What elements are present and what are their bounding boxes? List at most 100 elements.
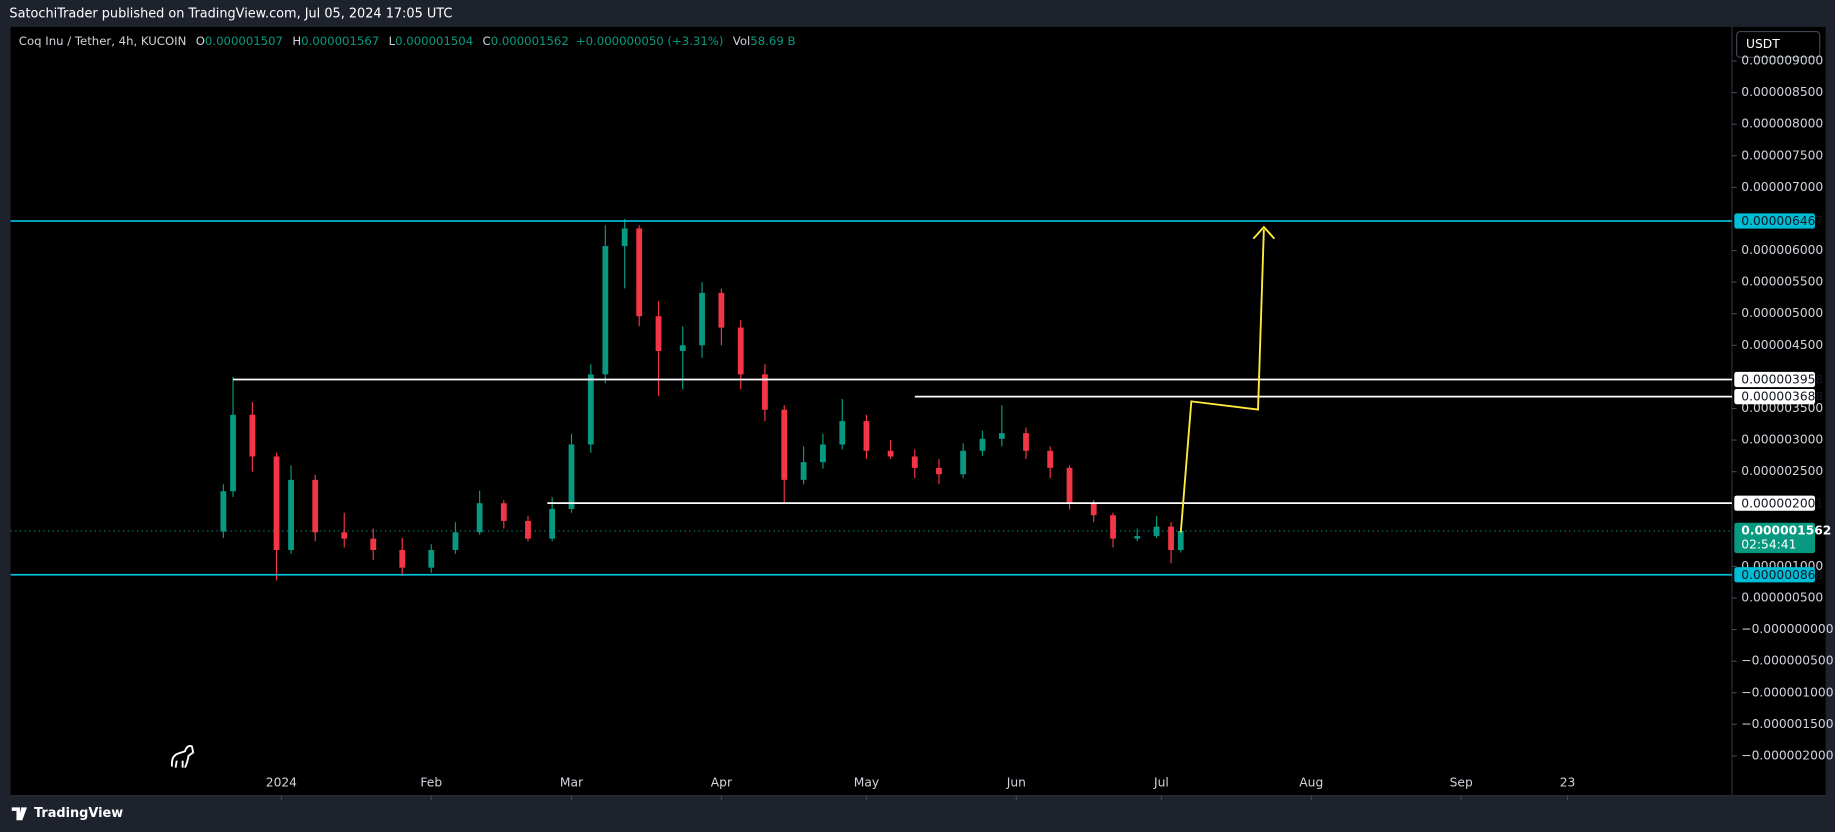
- y-tick-label: 0.000003000: [1741, 433, 1823, 447]
- y-tick-label: −0.000002000: [1741, 748, 1833, 762]
- countdown: 02:54:41: [1741, 537, 1796, 551]
- footer: TradingView: [34, 806, 123, 821]
- candle-body: [220, 491, 227, 532]
- ohlc-label: C: [483, 33, 491, 47]
- y-tick-label: 0.000002500: [1741, 464, 1823, 478]
- level-label-box: [1734, 495, 1816, 511]
- x-tick-label: 23: [1560, 775, 1576, 789]
- candle-body: [1110, 515, 1116, 539]
- volume-label: Vol: [733, 33, 751, 47]
- candle-body: [1168, 526, 1174, 550]
- candle-body: [568, 444, 575, 509]
- level-label: 0.000003688: [1741, 390, 1823, 404]
- y-tick-label: 0.000008000: [1741, 117, 1823, 131]
- candle-body: [452, 532, 459, 550]
- ohlc-value: 0.000001567: [301, 33, 379, 47]
- candle-body: [1153, 526, 1160, 537]
- footer-logo: [11, 807, 27, 821]
- last-price-label: 0.000001562: [1741, 523, 1831, 537]
- candle-body: [699, 292, 705, 346]
- y-tick-label: −0.000000000: [1741, 622, 1833, 636]
- candle-body: [820, 444, 826, 463]
- candle-body: [399, 549, 406, 568]
- candle-body: [1134, 536, 1141, 539]
- x-tick-label: 2024: [266, 775, 297, 789]
- candle-body: [979, 438, 986, 451]
- x-tick-label: Mar: [560, 775, 584, 789]
- level-label-box: [1734, 371, 1816, 388]
- y-tick-label: 0.000008500: [1741, 85, 1823, 99]
- y-tick-label: 0.000005500: [1741, 275, 1823, 289]
- projection-arrowhead: [1252, 225, 1276, 240]
- symbol: Coq Inu / Tether, 4h, KUCOIN: [19, 33, 187, 47]
- candle-body: [887, 450, 894, 457]
- candle-body: [525, 520, 531, 539]
- change: +0.000000050 (+3.31%): [576, 33, 724, 47]
- candle-body: [960, 450, 967, 475]
- candle-body: [273, 456, 280, 550]
- x-tick-label: Apr: [711, 775, 733, 789]
- plot-area: [10, 26, 1826, 796]
- candle-body: [549, 508, 556, 539]
- candle-body: [839, 421, 846, 445]
- candle-body: [1023, 433, 1029, 451]
- candle-body: [636, 228, 643, 317]
- ohlc-value: 0.000001562: [491, 33, 569, 47]
- level-label: 0.000000868: [1741, 568, 1823, 582]
- y-tick-label: 0.000006000: [1741, 243, 1823, 257]
- candle-body: [500, 503, 507, 521]
- ohlc-value: 0.000001504: [395, 33, 473, 47]
- candle-body: [249, 414, 256, 457]
- currency-box[interactable]: [1736, 31, 1821, 58]
- y-tick-label: 0.000007000: [1741, 180, 1823, 194]
- last-price-box: [1734, 522, 1816, 554]
- y-tick-label: 0.000007500: [1741, 148, 1823, 162]
- x-tick-label: Aug: [1299, 775, 1323, 789]
- candle-body: [1047, 450, 1054, 468]
- candle-body: [370, 538, 377, 550]
- candle-body: [1090, 503, 1097, 516]
- logo-icon: [170, 745, 195, 769]
- level-label: 0.000002001: [1741, 496, 1823, 510]
- candle-body: [621, 228, 628, 247]
- level-label-box: [1734, 388, 1816, 405]
- candle-body: [800, 462, 807, 480]
- level-label-box: [1734, 567, 1816, 583]
- candle-body: [312, 479, 319, 533]
- x-tick-label: Sep: [1450, 775, 1473, 789]
- candle-body: [762, 374, 768, 410]
- candle-body: [718, 292, 725, 328]
- candle-body: [1066, 467, 1073, 504]
- candle-body: [428, 549, 435, 568]
- projection-path: [1179, 229, 1265, 533]
- candle-body: [679, 345, 686, 351]
- candle-body: [602, 246, 609, 375]
- currency[interactable]: USDT: [1746, 37, 1780, 51]
- candle-body: [587, 374, 594, 445]
- candle-body: [998, 433, 1005, 439]
- candle-body: [476, 503, 483, 533]
- marks: 0.000009000 0.000008500 0.000008000 0.00000…: [10, 54, 1834, 801]
- volume: 58.69 B: [750, 33, 795, 47]
- candle-body: [341, 532, 348, 539]
- candle-body: [1177, 530, 1184, 550]
- candle-body: [230, 414, 236, 492]
- y-tick-label: 0.000000500: [1741, 590, 1823, 604]
- ohlc-label: H: [292, 33, 301, 47]
- ohlc-label: O: [196, 33, 205, 47]
- y-tick-label: 0.000009000: [1741, 54, 1823, 68]
- candle-body: [288, 479, 294, 550]
- x-tick-label: Feb: [420, 775, 442, 789]
- x-tick-label: May: [854, 775, 879, 789]
- x-tick-label: Jul: [1153, 775, 1169, 789]
- y-tick-label: −0.000001000: [1741, 685, 1833, 699]
- y-tick-label: 0.000005000: [1741, 306, 1823, 320]
- candle-body: [655, 316, 662, 351]
- currency-button[interactable]: USDT: [1736, 31, 1821, 58]
- ohlc-label: L: [389, 33, 396, 47]
- x-tick-label: Jun: [1006, 775, 1026, 789]
- level-label: 0.000003958: [1741, 373, 1823, 387]
- y-tick-label: 0.000003500: [1741, 401, 1823, 415]
